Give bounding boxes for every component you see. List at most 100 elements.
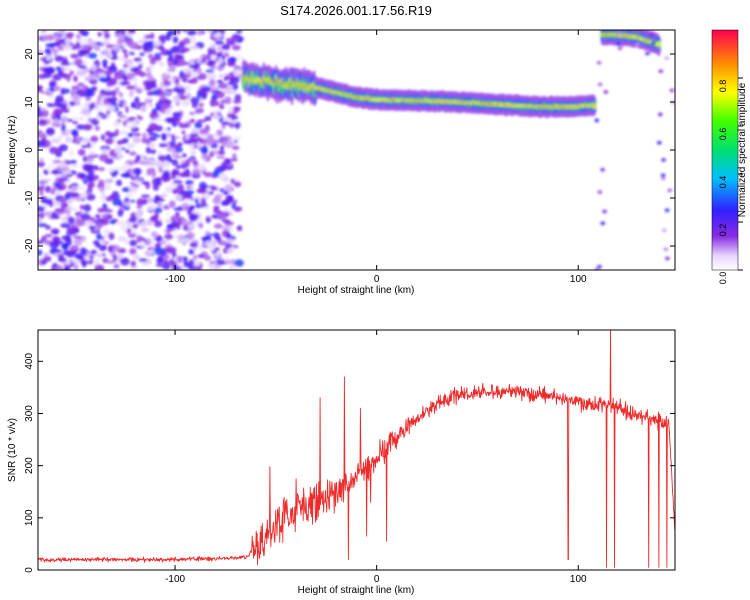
heatmap-cell: [136, 209, 144, 217]
heatmap-cell: [219, 82, 229, 90]
heatmap-cell: [121, 115, 127, 119]
spectrogram-x-ticks: -100 0 100: [165, 30, 587, 285]
heatmap-cell: [213, 206, 220, 214]
heatmap-cell: [174, 136, 180, 140]
heatmap-cell: [233, 181, 242, 188]
heatmap-cell: [65, 135, 72, 144]
heatmap-cell: [236, 225, 243, 232]
heatmap-cell: [62, 120, 70, 125]
heatmap-cell: [117, 209, 124, 217]
heatmap-cell: [130, 260, 136, 267]
heatmap-cell: [166, 227, 171, 234]
spectrogram-x-label: Height of straight line (km): [298, 285, 415, 296]
heatmap-cell: [138, 102, 147, 106]
heatmap-cell: [53, 103, 64, 107]
heatmap-cell: [217, 213, 227, 220]
heatmap-cell: [162, 161, 171, 168]
heatmap-cell: [185, 70, 193, 75]
heatmap-cell: [116, 154, 125, 160]
heatmap-cell: [57, 264, 63, 270]
heatmap-cell: [80, 38, 90, 42]
heatmap-cell: [46, 127, 55, 136]
heatmap-cell: [108, 232, 115, 240]
heatmap-cell: [188, 259, 195, 267]
heatmap-cell: [212, 33, 223, 39]
heatmap-cell: [216, 79, 224, 85]
heatmap-cell: [66, 75, 71, 82]
heatmap-cell: [192, 254, 198, 261]
snr-background: [38, 330, 675, 570]
heatmap-cell: [49, 146, 57, 154]
heatmap-cell: [134, 132, 141, 137]
heatmap-cell: [194, 198, 199, 204]
heatmap-cell: [176, 87, 186, 95]
heatmap-cell: [145, 34, 151, 39]
y-tick-label: 100: [24, 509, 35, 526]
heatmap-cell: [75, 41, 81, 50]
heatmap-cell: [130, 101, 136, 109]
heatmap-cell: [148, 136, 157, 141]
y-tick-label: -20: [24, 238, 35, 253]
heatmap-cell: [192, 259, 201, 267]
heatmap-cell: [82, 260, 87, 268]
heatmap-cell: [132, 254, 141, 260]
heatmap-cell: [181, 130, 186, 135]
heatmap-cell: [112, 198, 122, 206]
heatmap-cell: [212, 114, 222, 120]
heatmap-cell: [67, 216, 75, 224]
heatmap-cell: [166, 127, 171, 131]
heatmap-cell: [129, 239, 138, 247]
heatmap-cell: [77, 149, 86, 156]
heatmap-cell: [61, 126, 66, 132]
heatmap-cell: [65, 173, 73, 178]
heatmap-cell: [218, 51, 224, 55]
heatmap-cell: [119, 130, 129, 136]
heatmap-cell: [597, 190, 603, 195]
heatmap-cell: [128, 89, 134, 98]
heatmap-cell: [52, 237, 61, 242]
heatmap-cell: [116, 220, 126, 227]
heatmap-cell: [45, 43, 56, 48]
snr-series-line: [38, 330, 675, 568]
heatmap-cell: [196, 91, 202, 99]
heatmap-cell: [173, 207, 183, 211]
heatmap-cell: [61, 115, 68, 121]
heatmap-cell: [120, 173, 130, 178]
heatmap-cell: [44, 185, 52, 193]
heatmap-cell: [219, 145, 225, 151]
heatmap-cell: [205, 138, 215, 146]
heatmap-cell: [157, 201, 163, 207]
heatmap-cell: [186, 30, 197, 36]
heatmap-cell: [69, 160, 77, 165]
heatmap-cell: [117, 32, 123, 37]
heatmap-cell: [70, 192, 80, 198]
x-tick-label: -100: [165, 574, 185, 585]
heatmap-cell: [100, 238, 106, 244]
heatmap-cell: [84, 102, 91, 106]
heatmap-cell: [127, 233, 137, 238]
heatmap-cell: [80, 140, 89, 144]
heatmap-cell: [234, 259, 244, 267]
heatmap-cell: [214, 196, 221, 202]
heatmap-cell: [38, 131, 44, 139]
heatmap-cell: [70, 129, 79, 136]
heatmap-cell: [194, 122, 203, 129]
snr-plot-area: [38, 330, 675, 568]
heatmap-cell: [123, 52, 128, 59]
heatmap-cell: [45, 54, 52, 61]
heatmap-cell: [68, 149, 74, 157]
heatmap-cell: [617, 46, 623, 51]
heatmap-cell: [222, 138, 227, 147]
heatmap-cell: [227, 61, 236, 67]
heatmap-cell: [217, 173, 228, 180]
heatmap-cell: [140, 194, 151, 198]
heatmap-cell: [53, 46, 59, 51]
heatmap-cell: [102, 59, 108, 66]
heatmap-cell: [144, 41, 154, 46]
heatmap-cell: [52, 230, 59, 235]
heatmap-cell: [83, 204, 92, 213]
heatmap-cell: [178, 172, 188, 178]
heatmap-cell: [656, 42, 662, 46]
heatmap-cell: [132, 223, 139, 229]
heatmap-cell: [172, 112, 182, 117]
